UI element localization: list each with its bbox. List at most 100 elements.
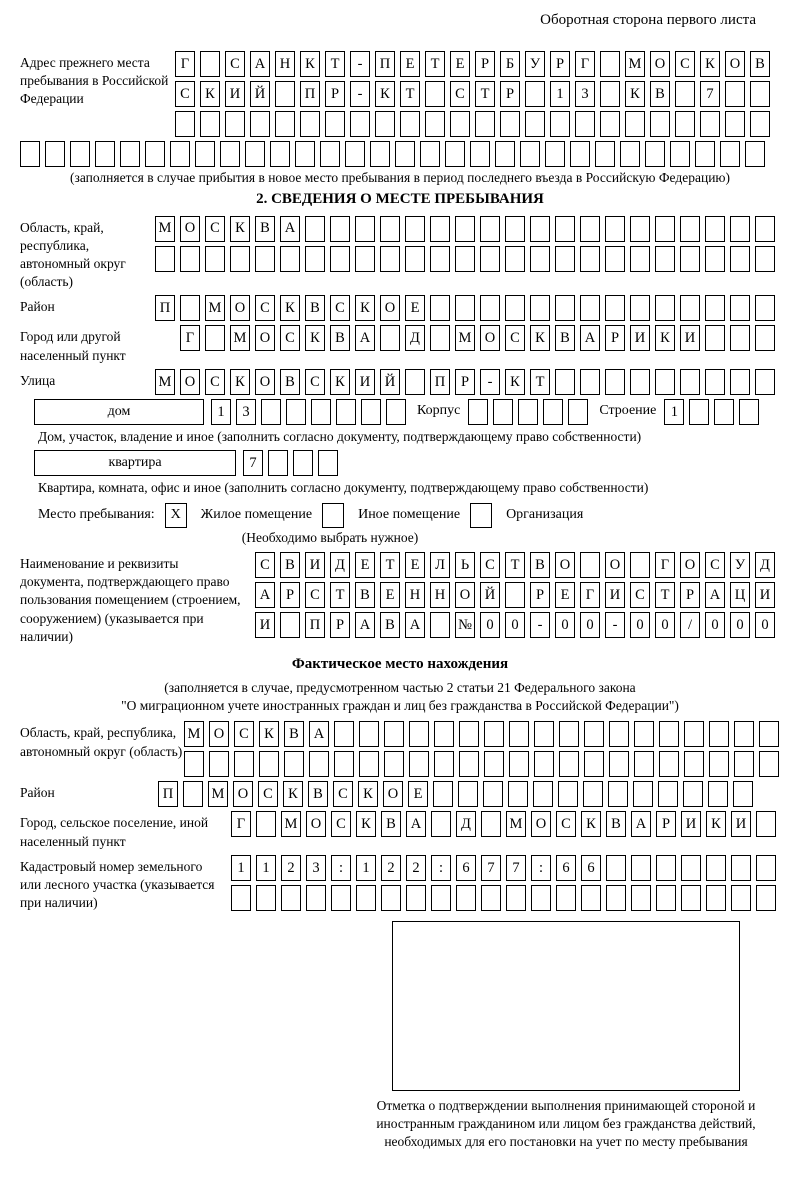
- char-box[interactable]: [689, 398, 710, 425]
- char-box[interactable]: Д: [330, 551, 350, 578]
- char-box[interactable]: С: [205, 215, 225, 242]
- char-box[interactable]: С: [280, 325, 300, 352]
- char-box[interactable]: [706, 854, 726, 881]
- char-box[interactable]: [433, 781, 453, 808]
- char-box[interactable]: [195, 141, 215, 167]
- char-box[interactable]: [655, 245, 675, 272]
- char-box[interactable]: Р: [325, 81, 345, 107]
- char-box[interactable]: О: [180, 368, 200, 395]
- char-box[interactable]: М: [625, 51, 645, 77]
- char-box[interactable]: [320, 141, 340, 167]
- char-box[interactable]: [714, 398, 735, 425]
- char-box[interactable]: [281, 884, 301, 911]
- char-box[interactable]: [359, 751, 379, 778]
- char-box[interactable]: В: [280, 368, 300, 395]
- char-box[interactable]: [431, 884, 451, 911]
- char-box[interactable]: [683, 781, 703, 808]
- char-box[interactable]: [731, 854, 751, 881]
- char-box[interactable]: [700, 111, 720, 137]
- char-box[interactable]: Н: [275, 51, 295, 77]
- char-box[interactable]: [630, 368, 650, 395]
- char-box[interactable]: [530, 295, 550, 322]
- char-box[interactable]: [409, 751, 429, 778]
- char-box[interactable]: [520, 141, 540, 167]
- char-box[interactable]: [600, 51, 620, 77]
- char-box[interactable]: С: [505, 325, 525, 352]
- char-box[interactable]: [350, 111, 370, 137]
- char-box[interactable]: [355, 215, 375, 242]
- char-box[interactable]: И: [355, 368, 375, 395]
- char-box[interactable]: Т: [400, 81, 420, 107]
- char-box[interactable]: [575, 111, 595, 137]
- char-box[interactable]: К: [358, 781, 378, 808]
- char-box[interactable]: П: [158, 781, 178, 808]
- char-box[interactable]: О: [233, 781, 253, 808]
- char-box[interactable]: [584, 721, 604, 748]
- char-box[interactable]: К: [700, 51, 720, 77]
- char-box[interactable]: [234, 751, 254, 778]
- char-box[interactable]: [245, 141, 265, 167]
- char-box[interactable]: [275, 111, 295, 137]
- char-box[interactable]: М: [281, 811, 301, 838]
- char-box[interactable]: С: [305, 581, 325, 608]
- char-box[interactable]: А: [255, 581, 275, 608]
- char-box[interactable]: [708, 781, 728, 808]
- char-box[interactable]: [750, 81, 770, 107]
- char-box[interactable]: Д: [405, 325, 425, 352]
- char-box[interactable]: [534, 751, 554, 778]
- char-box[interactable]: С: [225, 51, 245, 77]
- char-box[interactable]: [606, 854, 626, 881]
- char-box[interactable]: М: [230, 325, 250, 352]
- char-box[interactable]: [509, 751, 529, 778]
- char-box[interactable]: [630, 245, 650, 272]
- char-box[interactable]: О: [306, 811, 326, 838]
- char-box[interactable]: С: [330, 295, 350, 322]
- char-box[interactable]: 0: [630, 611, 650, 638]
- char-box[interactable]: М: [155, 368, 175, 395]
- char-box[interactable]: 2: [281, 854, 301, 881]
- char-box[interactable]: [531, 884, 551, 911]
- char-box[interactable]: М: [208, 781, 228, 808]
- char-box[interactable]: [259, 751, 279, 778]
- char-box[interactable]: П: [155, 295, 175, 322]
- char-box[interactable]: Р: [656, 811, 676, 838]
- char-box[interactable]: [609, 751, 629, 778]
- char-box[interactable]: [533, 781, 553, 808]
- char-box[interactable]: [730, 368, 750, 395]
- char-box[interactable]: [220, 141, 240, 167]
- char-box[interactable]: [430, 245, 450, 272]
- char-box[interactable]: К: [300, 51, 320, 77]
- char-box[interactable]: [634, 751, 654, 778]
- char-box[interactable]: [505, 295, 525, 322]
- char-box[interactable]: 0: [505, 611, 525, 638]
- char-box[interactable]: [309, 751, 329, 778]
- char-box[interactable]: Р: [550, 51, 570, 77]
- char-box[interactable]: 6: [581, 854, 601, 881]
- char-box[interactable]: [456, 884, 476, 911]
- char-box[interactable]: [608, 781, 628, 808]
- char-box[interactable]: [370, 141, 390, 167]
- char-box[interactable]: К: [330, 368, 350, 395]
- char-box[interactable]: [268, 450, 288, 477]
- char-box[interactable]: [434, 721, 454, 748]
- char-box[interactable]: И: [731, 811, 751, 838]
- char-box[interactable]: [175, 111, 195, 137]
- char-box[interactable]: [334, 721, 354, 748]
- char-box[interactable]: [675, 111, 695, 137]
- char-box[interactable]: :: [431, 854, 451, 881]
- char-box[interactable]: [261, 398, 281, 425]
- char-box[interactable]: [481, 811, 501, 838]
- char-box[interactable]: А: [355, 611, 375, 638]
- char-box[interactable]: С: [630, 581, 650, 608]
- char-box[interactable]: [695, 141, 715, 167]
- char-box[interactable]: [400, 111, 420, 137]
- char-box[interactable]: [458, 781, 478, 808]
- char-box[interactable]: [755, 295, 775, 322]
- char-box[interactable]: О: [255, 368, 275, 395]
- char-box[interactable]: [405, 245, 425, 272]
- char-box[interactable]: [659, 751, 679, 778]
- char-box[interactable]: [584, 751, 604, 778]
- char-box[interactable]: Т: [530, 368, 550, 395]
- char-box[interactable]: М: [506, 811, 526, 838]
- char-box[interactable]: [384, 721, 404, 748]
